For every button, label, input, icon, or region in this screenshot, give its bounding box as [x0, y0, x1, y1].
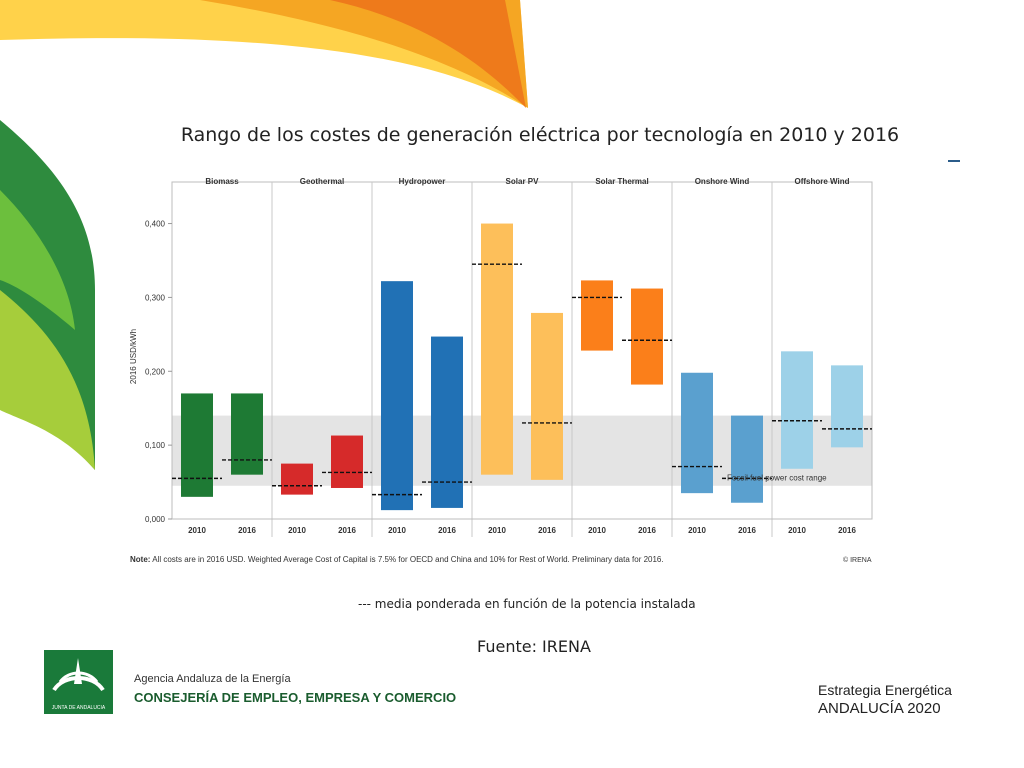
- range-bar: [231, 393, 263, 475]
- year-label: 2010: [588, 526, 606, 535]
- year-label: 2010: [188, 526, 206, 535]
- year-label: 2010: [288, 526, 306, 535]
- year-label: 2016: [838, 526, 856, 535]
- year-label: 2016: [338, 526, 356, 535]
- range-bar: [781, 351, 813, 469]
- panel-title: Hydropower: [399, 177, 446, 186]
- range-bar: [831, 365, 863, 448]
- panel-title: Solar Thermal: [595, 177, 648, 186]
- range-bar: [381, 281, 413, 511]
- panel-title: Offshore Wind: [794, 177, 849, 186]
- range-bar: [331, 435, 363, 488]
- y-tick-label: 0,300: [145, 293, 166, 302]
- strategy-subtitle: ANDALUCÍA 2020: [818, 700, 941, 717]
- logo-caption: JUNTA DE ANDALUCIA: [51, 705, 106, 711]
- range-bar: [181, 393, 213, 497]
- chart-note: Note: All costs are in 2016 USD. Weighte…: [130, 555, 664, 564]
- page-title: Rango de los costes de generación eléctr…: [180, 124, 900, 146]
- range-bar: [581, 280, 613, 351]
- mean-legend-note: --- media ponderada en función de la pot…: [358, 597, 696, 611]
- range-bar: [631, 288, 663, 385]
- range-bar: [531, 312, 563, 480]
- note-text: All costs are in 2016 USD. Weighted Aver…: [152, 555, 664, 564]
- ministry-name: CONSEJERÍA DE EMPLEO, EMPRESA Y COMERCIO: [134, 690, 457, 705]
- panel-title: Geothermal: [300, 177, 344, 186]
- agency-name: Agencia Andaluza de la Energía: [134, 673, 291, 685]
- year-label: 2010: [688, 526, 706, 535]
- y-tick-label: 0,400: [145, 220, 166, 229]
- year-label: 2010: [488, 526, 506, 535]
- corner-dash-mark: [948, 160, 960, 162]
- range-bar: [281, 463, 313, 495]
- year-label: 2010: [788, 526, 806, 535]
- panel-title: Biomass: [205, 177, 239, 186]
- range-bar: [481, 223, 513, 475]
- fossil-range-label: Fossil fuel power cost range: [727, 474, 827, 483]
- range-bar: [431, 336, 463, 508]
- note-prefix: Note:: [130, 555, 151, 564]
- junta-logo: JUNTA DE ANDALUCIA: [44, 650, 113, 714]
- year-label: 2016: [438, 526, 456, 535]
- panel-title: Solar PV: [506, 177, 540, 186]
- range-bar: [681, 372, 713, 494]
- year-label: 2016: [638, 526, 656, 535]
- source-label: Fuente: IRENA: [477, 637, 591, 656]
- strategy-title: Estrategia Energética: [818, 682, 952, 698]
- cost-range-chart: 0,000 0,100 0,200 0,300 0,400 2016 USD/kWh Bio…: [129, 177, 873, 537]
- year-label: 2016: [238, 526, 256, 535]
- y-tick-label: 0,000: [145, 515, 166, 524]
- range-bar: [731, 415, 763, 503]
- year-label: 2016: [738, 526, 756, 535]
- y-axis-label: 2016 USD/kWh: [129, 329, 138, 384]
- panel-title: Onshore Wind: [695, 177, 750, 186]
- chart-credit: © IRENA: [843, 557, 872, 564]
- y-tick-label: 0,200: [145, 367, 166, 376]
- y-tick-label: 0,100: [145, 441, 166, 450]
- year-label: 2016: [538, 526, 556, 535]
- year-label: 2010: [388, 526, 406, 535]
- logo-emblem-icon: [52, 658, 105, 692]
